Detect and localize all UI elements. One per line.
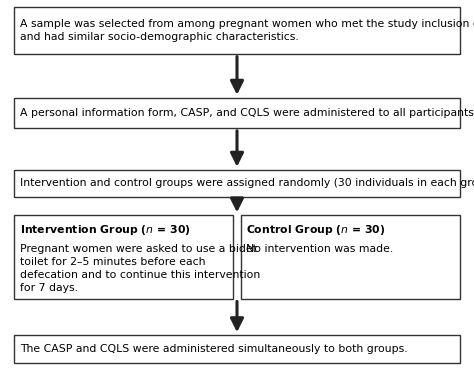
Bar (241, 215, 460, 299)
Text: Intervention Group ($\it{n}$ = 30): Intervention Group ($\it{n}$ = 30) (20, 223, 191, 237)
Text: Control Group ($\it{n}$ = 30): Control Group ($\it{n}$ = 30) (246, 223, 386, 237)
Text: Pregnant women were asked to use a bidet
toilet for 2–5 minutes before each
defe: Pregnant women were asked to use a bidet… (20, 244, 260, 293)
Text: A personal information form, CASP, and CQLS were administered to all participant: A personal information form, CASP, and C… (20, 108, 474, 118)
Text: No intervention was made.: No intervention was made. (246, 244, 394, 254)
Bar (14, 7, 460, 54)
Text: A sample was selected from among pregnant women who met the study inclusion crit: A sample was selected from among pregnan… (20, 19, 474, 42)
Bar (14, 98, 460, 128)
Bar (14, 170, 460, 197)
Text: The CASP and CQLS were administered simultaneously to both groups.: The CASP and CQLS were administered simu… (20, 344, 408, 354)
Bar (14, 335, 460, 363)
Text: Intervention and control groups were assigned randomly (30 individuals in each g: Intervention and control groups were ass… (20, 178, 474, 188)
Bar (14, 215, 233, 299)
